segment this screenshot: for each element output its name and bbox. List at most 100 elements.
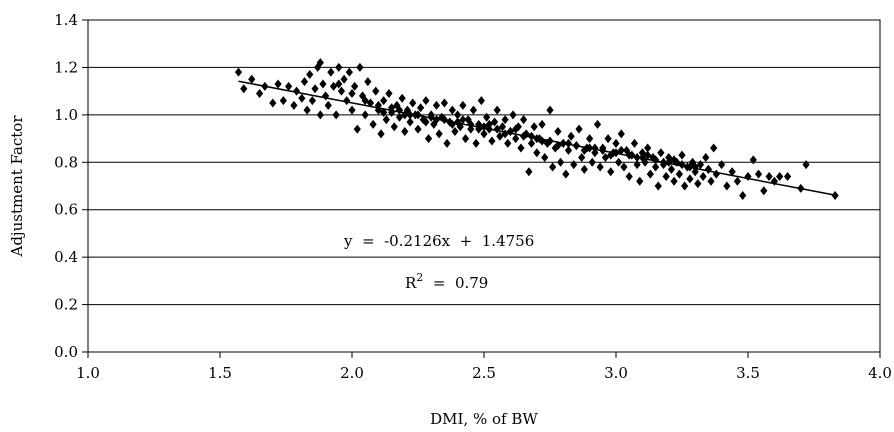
data-point-112 — [562, 169, 570, 179]
y-tick-label-5: 1.0 — [54, 106, 78, 124]
data-point-172 — [728, 167, 736, 177]
data-point-124 — [593, 119, 602, 129]
data-point-168 — [710, 143, 718, 153]
data-point-103 — [538, 119, 546, 129]
data-point-14 — [306, 70, 314, 80]
data-point-189 — [374, 100, 382, 110]
data-point-228 — [554, 141, 562, 151]
data-point-0 — [234, 67, 243, 77]
x-tick-label-3: 2.5 — [472, 364, 496, 382]
data-point-56 — [414, 124, 422, 134]
data-point-15 — [308, 96, 316, 106]
data-point-153 — [670, 176, 678, 186]
x-tick-label-1: 1.5 — [208, 364, 232, 382]
y-tick-label-6: 1.2 — [54, 58, 78, 76]
data-point-118 — [578, 153, 586, 163]
data-point-11 — [298, 93, 306, 103]
data-point-181 — [776, 172, 784, 182]
data-point-129 — [607, 167, 615, 177]
data-point-41 — [374, 105, 382, 115]
y-tick-label-0: 0.0 — [54, 343, 78, 361]
data-point-167 — [707, 176, 715, 186]
data-point-123 — [591, 148, 599, 158]
data-point-87 — [496, 131, 504, 141]
data-point-151 — [665, 153, 673, 163]
data-point-59 — [422, 96, 430, 106]
data-point-6 — [274, 79, 282, 89]
data-point-49 — [395, 112, 404, 122]
data-point-7 — [279, 96, 287, 106]
plot-area — [87, 19, 881, 353]
y-axis-title: Adjustment Factor — [8, 115, 26, 258]
gridlines — [88, 66, 880, 306]
data-point-95 — [517, 143, 525, 153]
data-point-164 — [699, 172, 707, 182]
data-point-3 — [256, 89, 264, 99]
data-point-27 — [337, 86, 346, 96]
data-point-133 — [617, 129, 625, 139]
data-point-148 — [657, 148, 665, 158]
data-point-215 — [380, 107, 388, 117]
data-point-229 — [564, 138, 573, 148]
data-point-185 — [831, 190, 839, 200]
data-point-233 — [617, 145, 625, 155]
data-point-170 — [718, 160, 726, 170]
y-tick-label-1: 0.2 — [54, 296, 78, 314]
y-tick-label-7: 1.4 — [54, 11, 78, 29]
data-point-171 — [723, 181, 731, 191]
r-squared-label: R2 = 0.79 — [405, 271, 488, 292]
x-tick-label-4: 3.0 — [604, 364, 628, 382]
data-point-67 — [443, 138, 451, 148]
data-point-32 — [351, 81, 359, 91]
data-point-190 — [388, 103, 396, 113]
data-point-51 — [401, 126, 409, 136]
data-point-69 — [448, 105, 456, 115]
x-tick-label-0: 1.0 — [76, 364, 100, 382]
data-point-122 — [588, 157, 596, 167]
data-point-31 — [348, 105, 356, 115]
data-point-39 — [369, 119, 377, 129]
data-point-195 — [454, 117, 462, 127]
data-point-80 — [477, 96, 485, 106]
data-point-75 — [464, 115, 472, 125]
data-point-46 — [388, 107, 396, 117]
data-point-106 — [546, 105, 554, 115]
data-point-152 — [667, 164, 676, 174]
data-point-23 — [327, 67, 335, 77]
data-point-114 — [567, 131, 575, 141]
data-point-16 — [311, 84, 319, 94]
data-point-144 — [646, 169, 654, 179]
data-point-177 — [754, 169, 763, 179]
data-point-98 — [525, 167, 533, 177]
data-point-101 — [533, 148, 541, 158]
data-point-176 — [749, 155, 757, 165]
data-point-71 — [454, 110, 462, 120]
data-point-169 — [712, 169, 720, 179]
data-point-173 — [733, 176, 742, 186]
data-point-50 — [398, 93, 406, 103]
data-point-138 — [630, 138, 639, 148]
equation-label: y = -0.2126x + 1.4756 — [343, 232, 534, 250]
data-point-9 — [290, 100, 298, 110]
data-point-29 — [343, 96, 351, 106]
data-point-93 — [512, 134, 520, 144]
data-point-107 — [549, 162, 557, 172]
data-point-186 — [335, 79, 343, 89]
r-squared-exponent: 2 — [416, 271, 423, 284]
data-point-38 — [366, 98, 375, 108]
data-point-21 — [322, 91, 330, 101]
data-point-40 — [372, 86, 380, 96]
data-point-217 — [406, 110, 414, 120]
data-point-70 — [451, 126, 459, 136]
data-point-113 — [564, 145, 573, 155]
x-axis-title: DMI, % of BW — [430, 410, 538, 428]
data-point-188 — [361, 96, 369, 106]
data-point-156 — [678, 150, 686, 160]
data-point-136 — [625, 172, 633, 182]
data-point-45 — [385, 89, 393, 99]
r-squared-prefix: R — [405, 274, 417, 292]
trendline — [238, 80, 836, 196]
data-point-42 — [377, 129, 385, 139]
data-point-143 — [644, 143, 652, 153]
